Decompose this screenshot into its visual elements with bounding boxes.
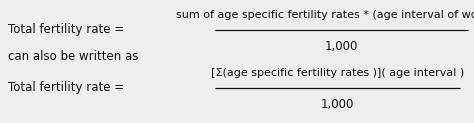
Text: sum of age specific fertility rates * (age interval of women): sum of age specific fertility rates * (a…	[176, 10, 474, 20]
Text: 1,000: 1,000	[325, 40, 358, 53]
Text: 1,000: 1,000	[321, 98, 354, 111]
Text: Total fertility rate =: Total fertility rate =	[8, 23, 128, 37]
Text: Total fertility rate =: Total fertility rate =	[8, 82, 128, 94]
Text: [Σ(age specific fertility rates )]( age interval ): [Σ(age specific fertility rates )]( age …	[211, 68, 464, 78]
Text: can also be written as: can also be written as	[8, 49, 138, 62]
